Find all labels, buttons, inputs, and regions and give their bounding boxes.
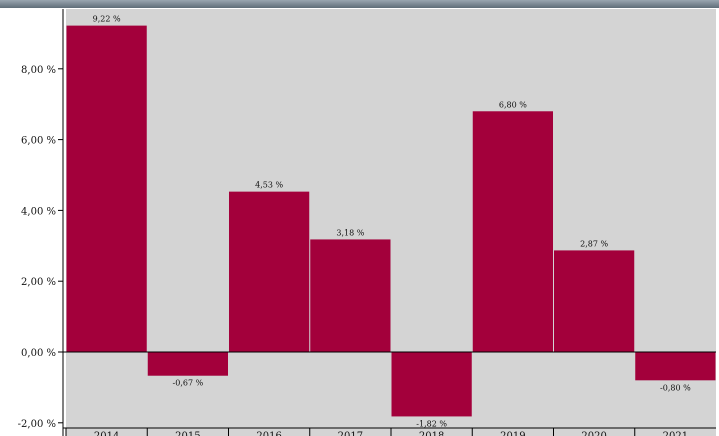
data-label-2020: 2,87 % bbox=[580, 239, 608, 248]
bar-2021 bbox=[635, 352, 715, 380]
data-label-2018: -1,82 % bbox=[416, 419, 447, 428]
y-tick-label: 4,00 % bbox=[21, 206, 56, 217]
x-tick-label-2016: 2016 bbox=[256, 431, 281, 436]
bar-2017 bbox=[310, 239, 390, 352]
data-label-2015: -0,67 % bbox=[173, 379, 204, 388]
x-tick-label-2018: 2018 bbox=[419, 431, 444, 436]
y-tick-label: -2,00 % bbox=[18, 419, 56, 430]
y-tick-label: 6,00 % bbox=[21, 136, 56, 147]
y-tick-label: 2,00 % bbox=[21, 277, 56, 288]
data-label-2016: 4,53 % bbox=[255, 181, 283, 190]
bar-2020 bbox=[554, 250, 634, 352]
data-label-2021: -0,80 % bbox=[660, 383, 691, 392]
data-label-2017: 3,18 % bbox=[336, 228, 364, 237]
x-tick-label-2017: 2017 bbox=[338, 431, 363, 436]
x-tick-label-2020: 2020 bbox=[581, 431, 606, 436]
bar-2018 bbox=[392, 352, 472, 416]
y-tick-label: 0,00 % bbox=[21, 348, 56, 359]
x-tick-label-2015: 2015 bbox=[175, 431, 200, 436]
bar-2014 bbox=[67, 26, 147, 352]
bar-2016 bbox=[229, 192, 309, 352]
bar-2015 bbox=[148, 352, 228, 376]
x-tick-label-2019: 2019 bbox=[500, 431, 525, 436]
y-tick-label: 8,00 % bbox=[21, 65, 56, 76]
x-tick-label-2014: 2014 bbox=[94, 431, 119, 436]
data-label-2019: 6,80 % bbox=[499, 100, 527, 109]
bar-2019 bbox=[473, 111, 553, 352]
data-label-2014: 9,22 % bbox=[93, 15, 121, 24]
x-tick-label-2021: 2021 bbox=[663, 431, 688, 436]
